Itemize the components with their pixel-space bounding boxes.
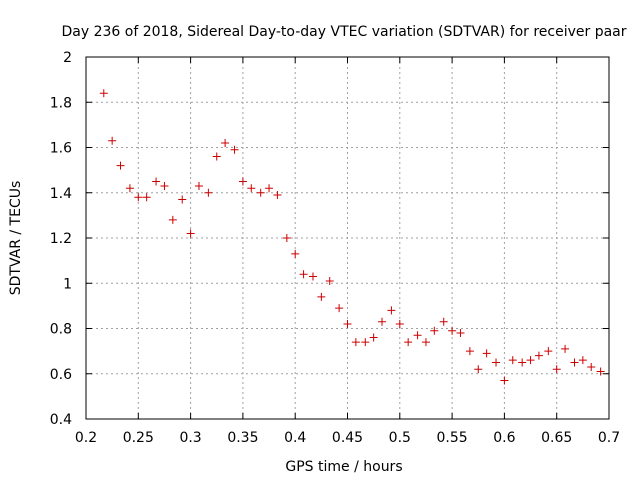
x-tick-label: 0.4 (284, 430, 306, 446)
data-point (116, 161, 125, 170)
x-tick-label: 0.25 (123, 430, 154, 446)
data-point (238, 177, 247, 186)
x-tick-label: 0.3 (179, 430, 201, 446)
data-point (134, 193, 143, 202)
data-point (142, 193, 151, 202)
data-point (552, 365, 561, 374)
data-point (578, 356, 587, 365)
data-point (212, 152, 221, 161)
data-point (387, 306, 396, 315)
data-point (430, 326, 439, 335)
x-tick-label: 0.65 (541, 430, 572, 446)
data-point (413, 331, 422, 340)
x-tick-label: 0.5 (389, 430, 411, 446)
y-tick-label: 0.4 (50, 412, 72, 428)
data-point (500, 376, 509, 385)
y-tick-label: 1.4 (50, 186, 72, 202)
data-point (361, 338, 370, 347)
data-point (544, 347, 553, 356)
x-tick-label: 0.7 (598, 430, 620, 446)
data-point (99, 89, 108, 98)
data-point (204, 188, 213, 197)
x-axis-label: GPS time / hours (285, 459, 402, 475)
data-point (325, 276, 334, 285)
data-point (508, 356, 517, 365)
x-tick-label: 0.45 (332, 430, 363, 446)
y-tick-label: 1.2 (50, 231, 72, 247)
data-point (378, 317, 387, 326)
data-point (125, 184, 134, 193)
data-point (404, 338, 413, 347)
data-point (108, 136, 117, 145)
data-point (439, 317, 448, 326)
data-point (456, 329, 465, 338)
data-point (561, 344, 570, 353)
data-point (343, 319, 352, 328)
y-axis: 0.4 0.6 0.8 1 1.2 1.4 1.6 1.8 2 (50, 50, 609, 428)
data-point (395, 319, 404, 328)
data-point (474, 365, 483, 374)
data-point (534, 351, 543, 360)
y-axis-label: SDTVAR / TECUs (8, 181, 24, 296)
y-tick-label: 1.8 (50, 95, 72, 111)
data-point (282, 234, 291, 242)
data-point (492, 358, 501, 367)
data-point (160, 181, 169, 190)
x-tick-label: 0.55 (437, 430, 468, 446)
y-tick-label: 1 (63, 276, 72, 292)
data-point (247, 184, 256, 193)
y-tick-label: 1.6 (50, 141, 72, 157)
chart-title: Day 236 of 2018, Sidereal Day-to-day VTE… (61, 24, 626, 40)
data-point (587, 362, 596, 371)
y-tick-label: 0.6 (50, 367, 72, 383)
data-point (186, 229, 195, 238)
data-point (273, 191, 282, 200)
data-point (526, 356, 535, 365)
data-point (291, 249, 300, 258)
data-point (335, 304, 344, 313)
data-point (518, 358, 527, 367)
x-tick-label: 0.2 (75, 430, 97, 446)
data-point (308, 272, 317, 281)
y-tick-label: 2 (63, 50, 72, 66)
y-tick-label: 0.8 (50, 322, 72, 338)
data-point (465, 347, 474, 356)
data-point (221, 138, 230, 147)
data-point (482, 349, 491, 358)
data-point (448, 326, 457, 335)
data-point (256, 188, 265, 197)
x-tick-label: 0.35 (227, 430, 258, 446)
grid-lines (86, 57, 609, 419)
data-point (570, 358, 579, 367)
data-point (317, 292, 326, 301)
data-point (299, 270, 308, 279)
data-point (152, 177, 161, 186)
data-point (351, 338, 360, 347)
data-points (99, 89, 605, 385)
data-point (421, 338, 430, 347)
x-axis: 0.2 0.25 0.3 0.35 0.4 0.45 0.5 0.55 0.6 0.65 0.7 (75, 57, 620, 446)
data-point (369, 333, 378, 342)
data-point (265, 184, 274, 193)
data-point (178, 195, 187, 204)
x-tick-label: 0.6 (493, 430, 515, 446)
data-point (168, 215, 177, 224)
data-point (230, 145, 239, 154)
data-point (194, 181, 203, 190)
data-point (596, 367, 605, 376)
